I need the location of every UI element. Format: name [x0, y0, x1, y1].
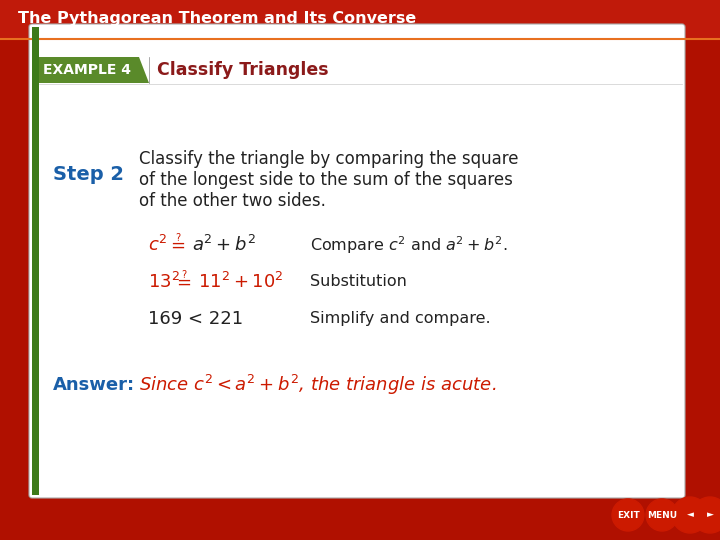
Bar	[0, 0, 720, 38]
Circle shape	[692, 497, 720, 533]
Text: ?: ?	[176, 233, 181, 243]
Text: $a^2 + b^2$: $a^2 + b^2$	[192, 235, 256, 255]
Text: ?: ?	[181, 270, 186, 280]
Text: Classify Triangles: Classify Triangles	[157, 61, 328, 79]
Text: MENU: MENU	[647, 510, 677, 519]
Text: $c^2$: $c^2$	[148, 235, 168, 255]
Bar	[32, 27, 39, 495]
Text: 169 < 221: 169 < 221	[148, 310, 243, 328]
Text: Substitution: Substitution	[310, 274, 407, 289]
Text: Since $c^2 < a^2 + b^2$, the triangle is acute.: Since $c^2 < a^2 + b^2$, the triangle is…	[139, 373, 496, 397]
Text: =: =	[176, 274, 192, 292]
Text: Step 2: Step 2	[53, 165, 124, 184]
Text: Simplify and compare.: Simplify and compare.	[310, 312, 490, 327]
Text: $13^2$: $13^2$	[148, 272, 180, 292]
Text: EXIT: EXIT	[616, 510, 639, 519]
Text: ►: ►	[706, 510, 714, 519]
Text: EXAMPLE 4: EXAMPLE 4	[43, 63, 131, 77]
Polygon shape	[39, 57, 149, 83]
Circle shape	[646, 499, 678, 531]
Text: Compare $c^2$ and $a^2 + b^2$.: Compare $c^2$ and $a^2 + b^2$.	[310, 234, 508, 256]
Text: Classify the triangle by comparing the square: Classify the triangle by comparing the s…	[139, 150, 518, 168]
Circle shape	[612, 499, 644, 531]
Text: of the other two sides.: of the other two sides.	[139, 192, 326, 210]
FancyBboxPatch shape	[29, 24, 685, 498]
Text: The Pythagorean Theorem and Its Converse: The Pythagorean Theorem and Its Converse	[18, 11, 416, 26]
Circle shape	[672, 497, 708, 533]
Text: Answer:: Answer:	[53, 376, 135, 394]
Text: =: =	[171, 237, 186, 255]
Text: $11^2 + 10^2$: $11^2 + 10^2$	[198, 272, 284, 292]
Text: ◄: ◄	[687, 510, 693, 519]
Text: of the longest side to the sum of the squares: of the longest side to the sum of the sq…	[139, 171, 513, 189]
